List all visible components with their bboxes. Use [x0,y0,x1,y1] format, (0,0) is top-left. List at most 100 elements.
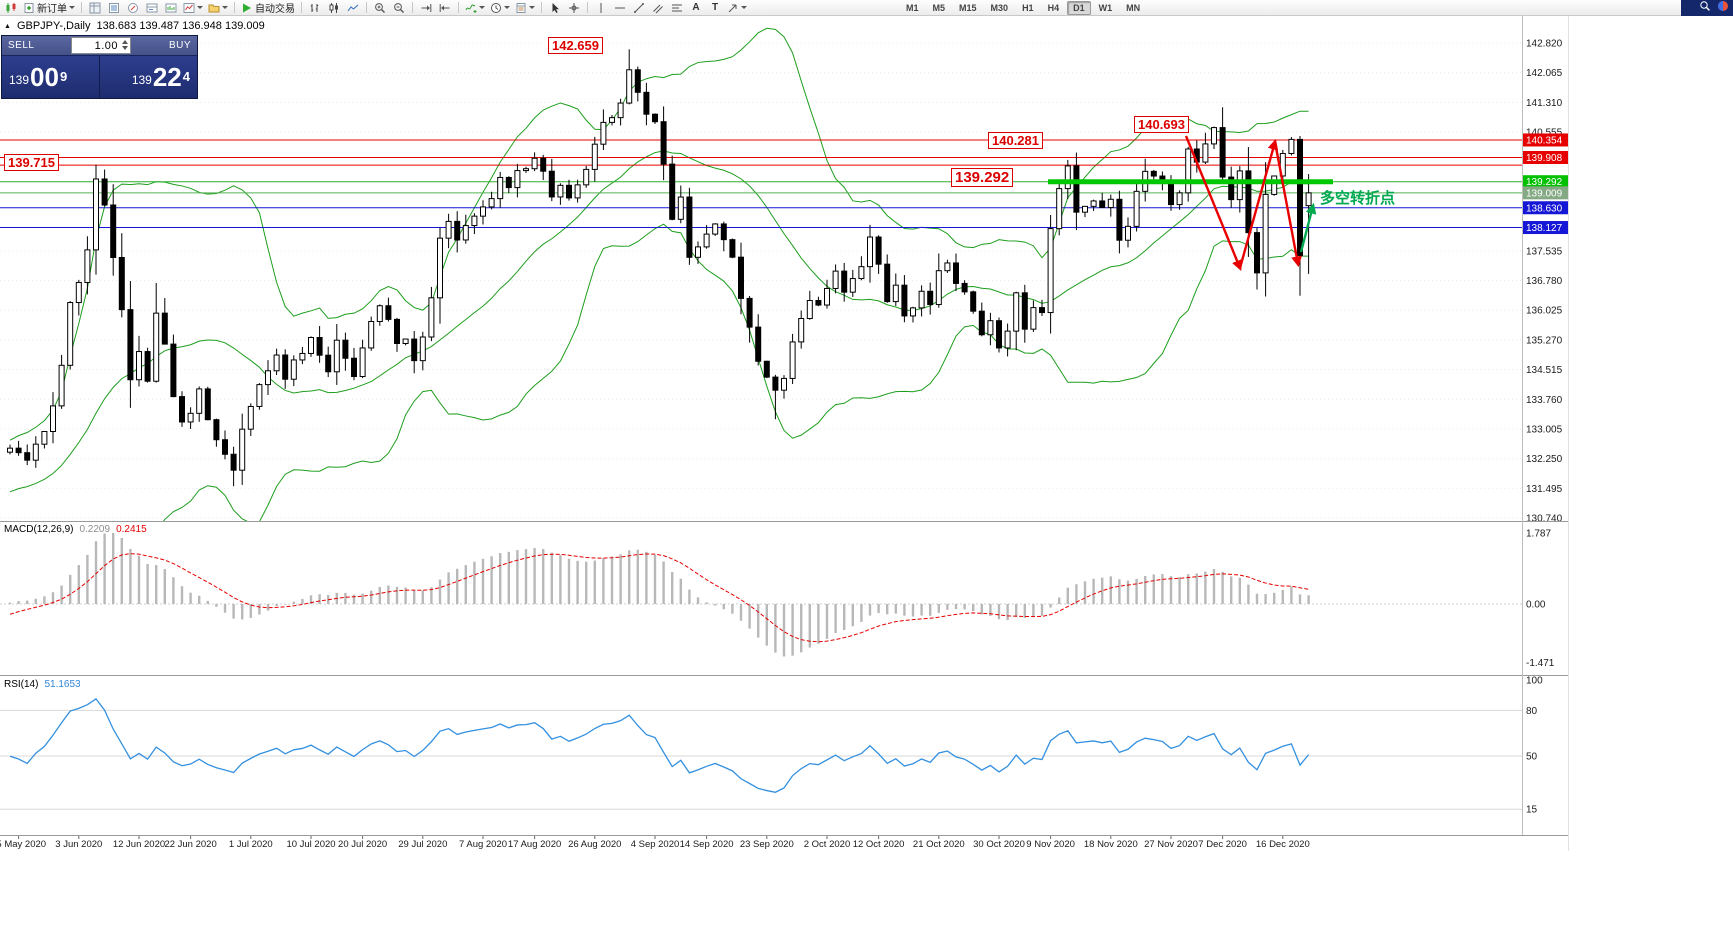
strategy-tester-button[interactable] [162,1,180,15]
zoom-in-button[interactable] [371,1,389,15]
pivot-annotation-text: 多空转折点 [1320,190,1396,207]
trendline-icon [633,2,645,14]
chevron-down-icon [529,6,535,9]
topbar-right-corner [1681,0,1733,16]
candles-layer [7,49,1312,487]
one-click-collapse-arrow[interactable]: ▲ [4,22,11,30]
price-callout-label[interactable]: 140.281 [988,132,1043,149]
new-order-button[interactable]: 新订单 [21,1,77,15]
autotrading-button[interactable]: 自动交易 [239,1,297,15]
indicators-button[interactable] [463,1,487,15]
price-tag [1523,151,1568,165]
svg-text:9 Nov 2020: 9 Nov 2020 [1026,839,1075,850]
buy-button[interactable]: 139 22 4 [100,56,197,98]
line-chart-button[interactable] [344,1,362,15]
timeframe-button-m30[interactable]: M30 [990,2,1009,13]
svg-text:14 Sep 2020: 14 Sep 2020 [680,839,734,850]
svg-text:131.495: 131.495 [1526,484,1563,495]
timeframe-button-w1[interactable]: W1 [1098,2,1113,13]
macd-signal-value: 0.2415 [116,524,147,535]
search-icon[interactable] [1699,0,1711,17]
timeframe-button-m15[interactable]: M15 [959,2,977,13]
chevron-down-icon [504,6,510,9]
vertical-line-button[interactable] [592,1,610,15]
profiles-button[interactable] [206,1,230,15]
macd-signal-line [9,553,1309,643]
data-window-button[interactable] [105,1,123,15]
svg-text:20 Jul 2020: 20 Jul 2020 [338,839,387,850]
fibonacci-button[interactable] [668,1,686,15]
templates-button[interactable] [513,1,537,15]
text-button[interactable]: T [711,2,719,13]
arrows-tool-button[interactable] [725,1,749,15]
macd-histogram [8,533,1310,657]
price-callout-label[interactable]: 140.693 [1134,116,1189,133]
svg-text:-1.471: -1.471 [1526,658,1555,669]
svg-text:22 Jun 2020: 22 Jun 2020 [164,839,216,850]
toolbar-divider [458,2,459,13]
chart-shift-button[interactable] [436,1,454,15]
trend-arrows [1184,135,1317,271]
svg-text:136.780: 136.780 [1526,276,1563,287]
toolbar-divider [234,2,235,13]
channel-button[interactable] [649,1,667,15]
timeframe-button-h1[interactable]: H1 [1022,2,1034,13]
svg-text:133.760: 133.760 [1526,395,1563,406]
timeframe-button-d1[interactable]: D1 [1067,0,1091,15]
price-scale[interactable]: 142.820 142.065 141.310 140.555 137.535 136.7… [1523,39,1568,816]
svg-text:15: 15 [1526,805,1538,816]
buy-label: BUY [168,40,191,51]
navigator-button[interactable] [124,1,142,15]
horizontal-line-button[interactable] [611,1,629,15]
terminal-button[interactable] [143,1,161,15]
strategy-tester-icon [165,2,177,14]
sell-button[interactable]: 139 00 9 [2,56,100,98]
arrows-tool-icon [727,2,739,14]
spinner-up-icon[interactable] [122,40,128,44]
new-chart-button[interactable] [181,1,205,15]
price-callout-label[interactable]: 139.292 [951,168,1014,187]
timeframe-button-m1[interactable]: M1 [906,2,919,13]
market-watch-button[interactable] [86,1,104,15]
svg-text:80: 80 [1526,706,1538,717]
browser-logo-icon[interactable] [1717,0,1729,17]
fibonacci-icon [671,2,683,14]
toolbar-divider [541,2,542,13]
channel-icon [652,2,664,14]
toolbar-divider [587,2,588,13]
svg-text:135.270: 135.270 [1526,335,1563,346]
svg-text:30 Oct 2020: 30 Oct 2020 [973,839,1025,850]
cursor-button[interactable] [546,1,564,15]
chevron-down-icon [479,6,485,9]
svg-text:7 Dec 2020: 7 Dec 2020 [1198,839,1247,850]
svg-text:27 Nov 2020: 27 Nov 2020 [1144,839,1198,850]
zoom-out-button[interactable] [390,1,408,15]
trendline-button[interactable] [630,1,648,15]
auto-scroll-button[interactable] [417,1,435,15]
macd-main-value: 0.2209 [79,524,111,535]
text-label-button[interactable]: A [692,2,700,13]
bar-chart-button[interactable] [306,1,324,15]
volume-input[interactable]: 1.00 [71,37,131,54]
macd-indicator-label: MACD(12,26,9) 0.2209 0.2415 [4,524,147,535]
periods-button[interactable] [488,1,512,15]
crosshair-icon [568,2,580,14]
zoom-out-icon [393,2,405,14]
symbol-period-label: GBPJPY-,Daily [16,20,91,32]
volume-spinner[interactable] [122,40,128,50]
spinner-down-icon[interactable] [122,46,128,50]
chevron-down-icon [197,6,203,9]
timeframe-button-h4[interactable]: H4 [1047,2,1060,13]
vertical-line-icon [595,2,607,14]
price-callout-label[interactable]: 142.659 [548,37,603,54]
price-callout-label[interactable]: 139.715 [4,154,59,171]
svg-text:2 Oct 2020: 2 Oct 2020 [804,839,850,850]
candlestick-chart-button[interactable] [325,1,343,15]
timeframe-button-mn[interactable]: MN [1126,2,1141,13]
crosshair-button[interactable] [565,1,583,15]
timeframe-button-m5[interactable]: M5 [932,2,946,13]
svg-text:21 Oct 2020: 21 Oct 2020 [913,839,965,850]
navigator-icon [127,2,139,14]
